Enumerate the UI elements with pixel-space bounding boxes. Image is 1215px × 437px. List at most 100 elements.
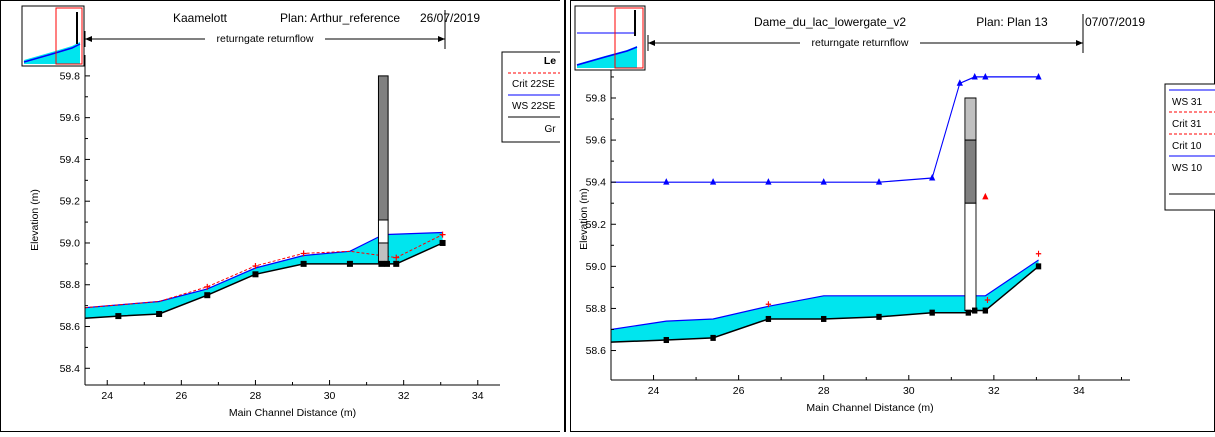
panel-border (570, 0, 1215, 432)
ws-high-marker (765, 178, 772, 185)
x-tick-label: 32 (398, 390, 410, 402)
crit-marker (204, 283, 211, 290)
ground-marker (252, 271, 259, 278)
thumbnail-view-box (55, 7, 83, 65)
plot-area-2 (610, 72, 1042, 344)
ground-marker (972, 307, 978, 314)
legend-entry: WS 10 (1172, 163, 1202, 174)
x-tick-label: 30 (324, 390, 336, 402)
ground-marker (383, 260, 390, 267)
annotation-label: returngate returnflow (812, 37, 909, 49)
profile-panel-1: Kaamelott Plan: Arthur_reference 26/07/201… (0, 0, 583, 432)
y-tick-label: 59.2 (60, 196, 81, 208)
ground-marker (300, 260, 307, 267)
legend-entry: WS 31 (1172, 97, 1202, 108)
legend-box (1164, 83, 1215, 211)
gate-segment (377, 242, 389, 265)
ws-high-marker (956, 79, 963, 86)
y-tick-label: 58.8 (60, 279, 81, 291)
x-tick-label: 34 (1073, 385, 1085, 397)
annotation-arrow-right (438, 36, 445, 42)
ws-high-marker (1035, 72, 1042, 80)
y-tick-label: 59.8 (60, 70, 81, 82)
thumbnail-ws (23, 43, 81, 63)
chart-title: Kaamelott (173, 11, 228, 25)
gate-segment (964, 139, 977, 204)
ground-marker (346, 260, 353, 267)
y-tick-label: 59.6 (60, 112, 81, 124)
y-axis-label: Elevation (m) (578, 188, 590, 250)
ground-marker (765, 315, 772, 322)
plan-label: Plan: Plan 13 (976, 15, 1048, 29)
ground-marker (929, 309, 935, 316)
ws-high-marker (709, 178, 717, 185)
x-tick-label: 30 (903, 385, 915, 397)
ws-high-marker (971, 72, 978, 80)
ground-marker (982, 307, 989, 314)
crit-marker (984, 297, 991, 304)
crit-marker (982, 192, 989, 200)
y-tick-label: 58.6 (60, 321, 81, 333)
ground-marker (965, 309, 972, 316)
panel-divider (565, 0, 571, 432)
crit-marker (300, 250, 307, 257)
y-tick-label: 59.2 (586, 219, 607, 231)
legend-entry: Crit 31 (1172, 119, 1202, 130)
gate-segment (964, 202, 977, 312)
water-fill (611, 260, 1039, 343)
profile-panel-2: 58.6 58.8 59.0 59.2 59.4 59.6 59.8 24 26 28 30 32 34… (570, 0, 1215, 432)
water-fill (85, 232, 443, 319)
legend-entry: WS 22SE (512, 101, 556, 112)
crit-marker (1035, 250, 1042, 257)
x-axis-label: Main Channel Distance (m) (806, 402, 933, 414)
profile-plot-2: 58.6 58.8 59.0 59.2 59.4 59.6 59.8 24 26 28 30 32 34… (570, 0, 1215, 432)
ground-marker (876, 313, 882, 320)
annotation-arrow-left (648, 40, 655, 46)
crit-marker (439, 231, 446, 238)
ground-marker (204, 292, 211, 299)
ground-marker (156, 310, 163, 317)
x-tick-label: 24 (648, 385, 660, 397)
y-tick-label: 59.0 (586, 261, 607, 273)
x-tick-label: 24 (101, 390, 113, 402)
annotation-label: returngate returnflow (217, 33, 314, 45)
chart-title: Dame_du_lac_lowergate_v2 (754, 15, 906, 29)
y-axis-label: Elevation (m) (29, 189, 41, 251)
x-tick-label: 28 (818, 385, 830, 397)
x-tick-label: 28 (250, 390, 262, 402)
y-tick-label: 59.0 (60, 237, 81, 249)
thumbnail-ws (576, 46, 638, 66)
legend-entry: Crit 10 (1172, 141, 1202, 152)
ground-marker (663, 337, 669, 344)
ws-high-marker (982, 72, 989, 80)
y-tick-label: 58.4 (60, 363, 81, 375)
ground-marker (439, 239, 446, 246)
ground-marker (821, 315, 827, 322)
plan-label: Plan: Arthur_reference (280, 11, 400, 25)
crit-marker (252, 262, 259, 269)
x-tick-label: 26 (175, 390, 187, 402)
x-tick-label: 34 (472, 390, 484, 402)
ws-high-marker (663, 178, 670, 185)
ground-marker (393, 260, 400, 267)
date-label: 07/07/2019 (1085, 15, 1145, 29)
ground-marker (378, 260, 385, 267)
ground-marker (1035, 263, 1042, 270)
annotation-arrow-left (85, 36, 92, 42)
legend-clip (560, 0, 565, 432)
ws-high-marker (875, 178, 883, 185)
gate-segment (377, 219, 389, 244)
annotation-bg (205, 31, 325, 45)
thumbnail-view-box (614, 7, 644, 69)
x-tick-label: 26 (733, 385, 745, 397)
y-tick-label: 59.6 (586, 135, 607, 147)
crit-marker (393, 254, 400, 261)
y-tick-label: 58.6 (586, 345, 607, 357)
y-tick-label: 59.4 (586, 177, 607, 189)
ground-marker (710, 334, 716, 341)
annotation-arrow-right (1076, 40, 1083, 46)
date-label: 26/07/2019 (420, 11, 480, 25)
x-axis-label: Main Channel Distance (m) (229, 407, 356, 419)
legend-entry: Crit 22SE (512, 79, 555, 90)
x-tick-label: 32 (988, 385, 1000, 397)
